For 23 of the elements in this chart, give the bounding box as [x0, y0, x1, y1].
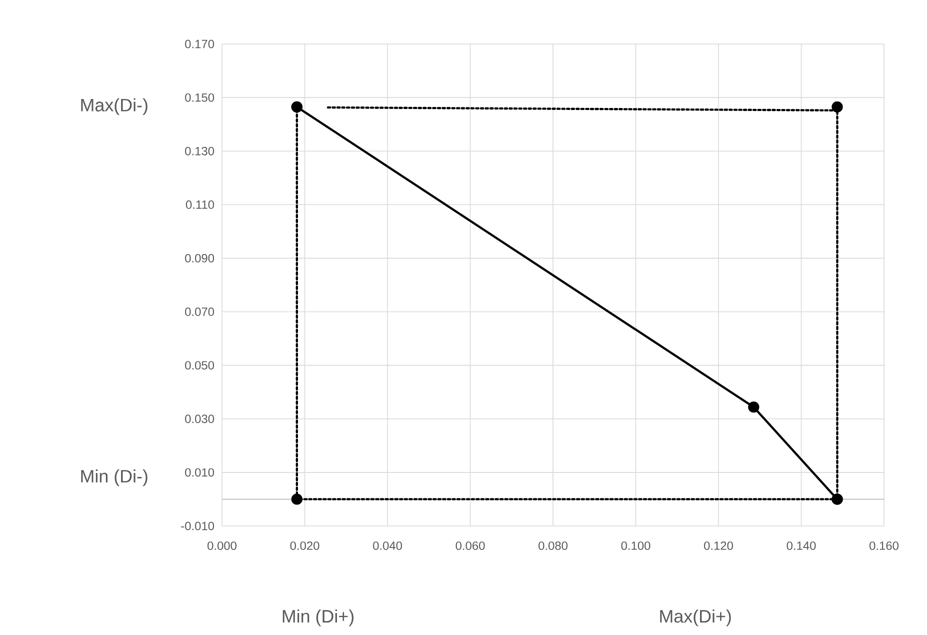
y-tick-label: -0.010 — [181, 522, 214, 530]
y-tick-label: 0.070 — [185, 308, 214, 316]
y-tick-label: 0.150 — [185, 93, 214, 102]
x-tick-label: 0.100 — [621, 541, 650, 550]
x-tick-label: 0.080 — [538, 541, 568, 550]
x-tick-label: 0.000 — [208, 541, 236, 550]
text: Min (Di+) — [282, 610, 354, 626]
text: Max(Di+) — [660, 610, 731, 626]
y-tick-label: 0.110 — [186, 200, 214, 209]
x-tick-label: 0.120 — [704, 541, 734, 550]
x-tick-label: 0.020 — [290, 541, 320, 550]
y-tick-label: 0.010 — [185, 468, 214, 477]
text: Min (Di-) — [81, 469, 148, 486]
x-tick-label: 0.140 — [786, 541, 816, 550]
y-tick-label: 0.130 — [185, 146, 214, 156]
x-tick-label: 0.060 — [456, 541, 485, 550]
y-tick-label: 0.050 — [185, 361, 214, 370]
x-tick-label: 0.040 — [373, 541, 402, 550]
y-tick-label: 0.090 — [185, 254, 214, 262]
y-tick-label: 0.170 — [185, 40, 214, 48]
text: Max(Di-) — [81, 98, 148, 116]
x-tick-label: 0.160 — [870, 541, 899, 550]
y-tick-label: 0.030 — [185, 414, 214, 424]
